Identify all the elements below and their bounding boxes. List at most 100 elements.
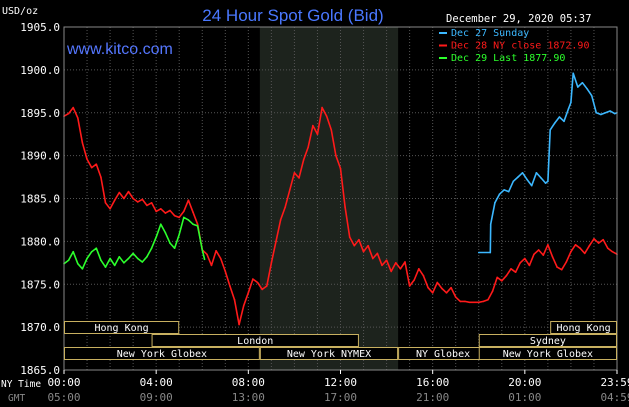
data-point: [81, 268, 84, 270]
x-axis-label-gmt: GMT: [8, 393, 25, 404]
data-point: [196, 223, 199, 226]
data-point: [542, 254, 545, 256]
data-point: [127, 190, 130, 193]
data-point: [418, 268, 420, 270]
data-point: [524, 257, 526, 260]
data-point: [123, 197, 125, 200]
data-point: [261, 288, 263, 291]
y-tick-label: 1865.0: [20, 364, 60, 377]
y-tick-label: 1895.0: [20, 107, 60, 120]
legend-entry: Dec 27 Sunday: [451, 28, 529, 39]
axes-layer: 1905.0 1900.0 1895.0 1890.0 1885.0 1880.0 1875…: [1, 21, 629, 404]
y-tick-label: 1885.0: [20, 193, 60, 206]
data-point: [362, 250, 365, 253]
data-point: [606, 247, 609, 250]
data-point: [289, 189, 291, 191]
data-point: [77, 262, 79, 265]
data-point: [595, 111, 598, 114]
data-point: [90, 250, 93, 253]
y-tick-label: 1870.0: [20, 321, 60, 334]
data-point: [203, 258, 206, 261]
y-tick-label: 1890.0: [20, 150, 60, 163]
data-point: [533, 253, 535, 256]
x-tick-label-gmt: 09:00: [140, 391, 173, 404]
data-point: [604, 111, 607, 114]
data-point: [404, 261, 406, 263]
chart-title: 24 Hour Spot Gold (Bid): [202, 6, 383, 25]
data-point: [284, 206, 287, 208]
timestamp-label: December 29, 2020 05:37: [446, 13, 591, 25]
data-point: [613, 112, 616, 115]
data-point: [547, 180, 549, 183]
data-point: [321, 106, 323, 109]
data-point: [521, 171, 524, 174]
data-point: [510, 268, 512, 270]
data-point: [528, 264, 531, 267]
data-point: [302, 159, 305, 161]
data-point: [247, 292, 250, 294]
session-label: New York Globex: [503, 349, 593, 360]
data-point: [173, 247, 176, 250]
data-point: [544, 182, 547, 184]
data-point: [567, 107, 570, 110]
data-point: [498, 193, 501, 196]
data-point: [586, 87, 588, 90]
data-point: [551, 256, 554, 258]
data-point: [100, 176, 102, 178]
grid-layer: [64, 26, 617, 371]
y-tick-label: 1880.0: [20, 235, 60, 248]
x-tick-label-gmt: 05:00: [47, 391, 80, 404]
data-point: [113, 199, 116, 202]
data-point: [169, 209, 171, 212]
legend: Dec 27 Sunday Dec 28 NY close 1872.90Dec …: [439, 28, 589, 64]
data-point: [279, 219, 282, 221]
data-point: [109, 257, 111, 260]
data-point: [219, 257, 222, 260]
data-point: [164, 232, 167, 234]
data-point: [229, 285, 231, 287]
data-point: [494, 201, 496, 204]
data-point: [577, 86, 579, 88]
data-point: [136, 201, 139, 203]
data-point: [150, 247, 153, 250]
data-point: [132, 197, 134, 200]
y-axis-unit-label: USD/oz: [2, 6, 38, 17]
session-bar: [478, 334, 617, 347]
session-label: New York NYMEX: [287, 349, 371, 360]
session-label: Hong Kong: [95, 323, 149, 334]
data-point: [367, 244, 369, 247]
data-point: [553, 122, 556, 124]
data-point: [535, 171, 538, 174]
data-point: [233, 298, 236, 301]
y-tick-label: 1900.0: [20, 64, 60, 77]
x-tick-label-gmt: 01:00: [508, 391, 541, 404]
data-point: [275, 240, 277, 243]
data-point: [150, 201, 153, 204]
data-point: [413, 279, 416, 281]
data-point: [560, 268, 563, 271]
data-point: [210, 264, 213, 267]
data-point: [183, 216, 185, 219]
data-point: [581, 81, 584, 84]
data-point: [238, 323, 240, 326]
data-point: [141, 198, 144, 201]
y-tick-label: 1875.0: [20, 278, 60, 291]
x-axis-label-ny: NY Time: [1, 379, 41, 390]
data-point: [600, 113, 602, 116]
data-point: [574, 244, 577, 246]
data-point: [563, 120, 565, 123]
data-point: [348, 236, 351, 238]
data-point: [100, 259, 102, 262]
data-point: [187, 219, 190, 221]
session-label: NY Globex: [416, 349, 470, 360]
data-point: [431, 292, 434, 294]
data-point: [583, 252, 586, 255]
sessions-layer: Hong Kong Hong Kong London Sydney New York G…: [64, 321, 617, 360]
data-point: [72, 106, 75, 109]
data-point: [215, 250, 217, 252]
data-point: [95, 163, 98, 165]
data-point: [459, 300, 462, 303]
data-point: [519, 262, 522, 264]
session-label: Sydney: [530, 336, 566, 347]
